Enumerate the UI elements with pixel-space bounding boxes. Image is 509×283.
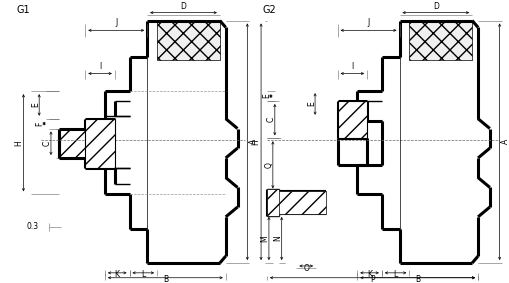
Text: B: B [162, 275, 167, 283]
Bar [85, 119, 115, 168]
Text: I: I [99, 62, 101, 70]
Text: C: C [266, 117, 275, 122]
Bar [276, 191, 325, 214]
Text: E: E [262, 94, 271, 98]
Text: A: A [500, 139, 509, 144]
Text: N: N [273, 236, 281, 241]
Text: J: J [366, 18, 369, 27]
Bar [157, 20, 219, 60]
Text: H: H [14, 140, 23, 146]
Text: E: E [31, 102, 40, 107]
Text: 0.3: 0.3 [26, 222, 39, 231]
Text: Q: Q [264, 162, 273, 168]
Text: P: P [370, 275, 374, 283]
Text: D: D [432, 2, 438, 11]
Text: M: M [260, 235, 269, 242]
Text: G1: G1 [17, 5, 30, 15]
Text: A: A [248, 139, 257, 144]
Text: B: B [414, 275, 419, 283]
Text: I: I [351, 62, 353, 70]
Text: E: E [307, 102, 316, 106]
Text: H: H [251, 139, 260, 145]
Text: D: D [180, 2, 186, 11]
Text: K: K [115, 270, 120, 279]
Text: J: J [115, 18, 117, 27]
Bar [409, 20, 471, 60]
Text: G2: G2 [262, 5, 275, 15]
Text: F: F [36, 121, 45, 126]
Bar [266, 189, 278, 216]
Text: K: K [366, 270, 372, 279]
Text: L: L [141, 270, 145, 279]
Bar [337, 101, 366, 138]
Text: C: C [42, 141, 51, 146]
Text: O: O [303, 264, 308, 273]
Bar [59, 128, 85, 158]
Text: L: L [392, 270, 397, 279]
